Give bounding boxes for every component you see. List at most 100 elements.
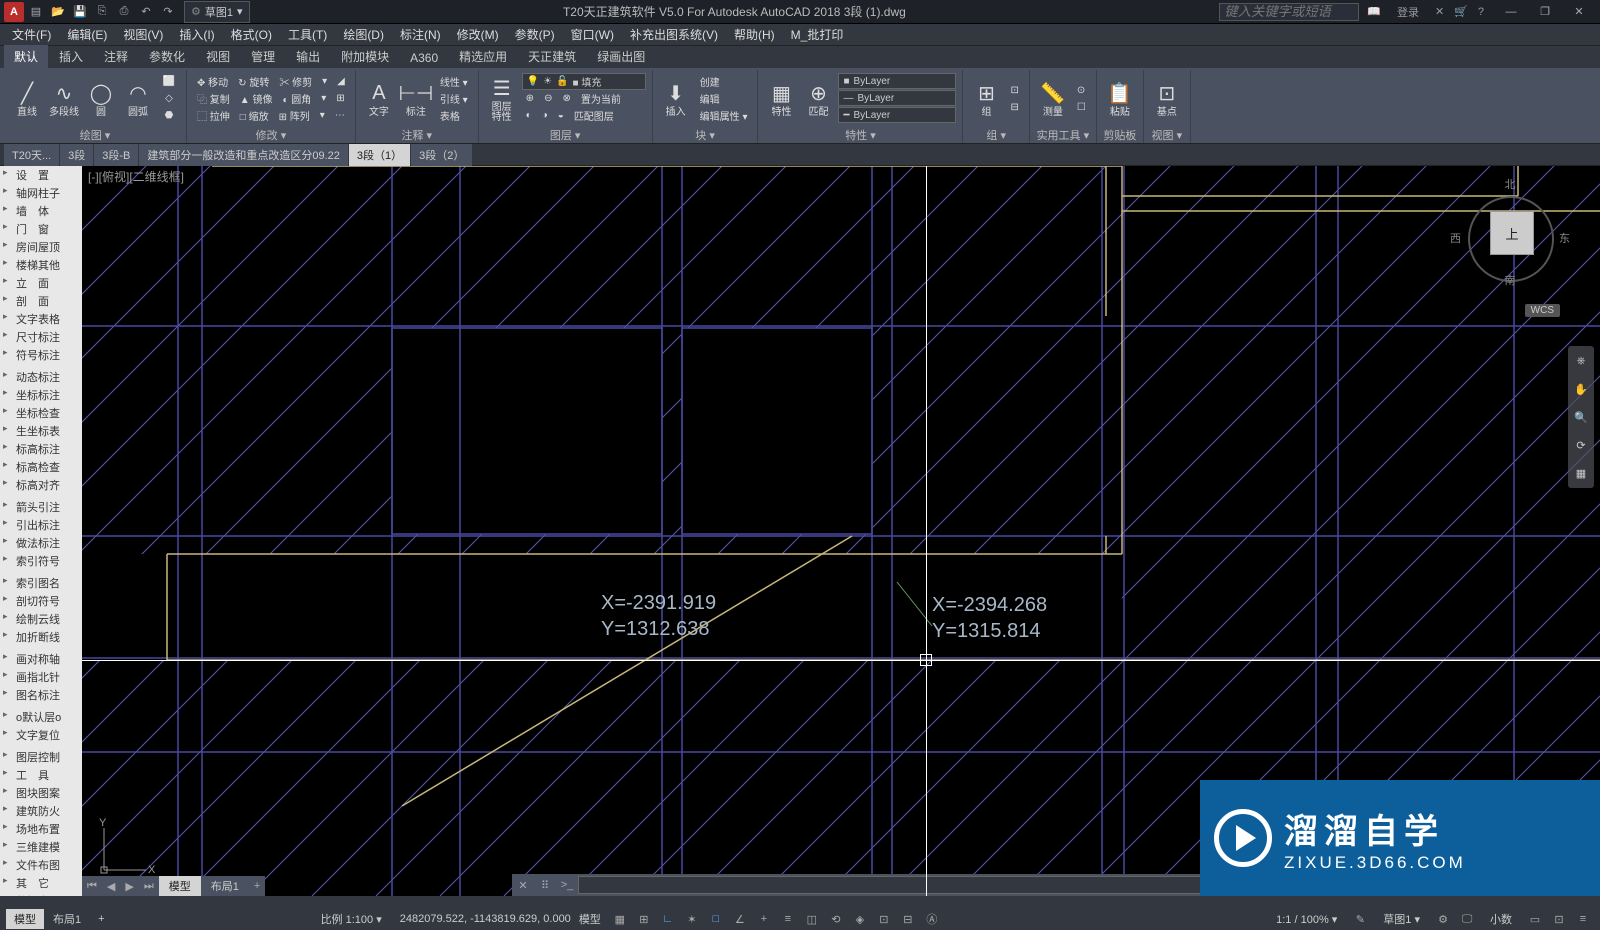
qat-saveas-icon[interactable]: ⎘	[94, 4, 110, 20]
status-add-icon[interactable]: +	[90, 911, 112, 927]
side-panel-item[interactable]: 做法标注	[0, 534, 82, 552]
qat-redo-icon[interactable]: ↷	[160, 4, 176, 20]
viewcube-east[interactable]: 东	[1559, 230, 1570, 246]
lwt-toggle-icon[interactable]: ≡	[777, 910, 799, 928]
edit-attr-button[interactable]: 编辑属性 ▾	[696, 107, 752, 124]
menu-item[interactable]: 标注(N)	[392, 24, 449, 45]
edit-block-button[interactable]: 编辑	[696, 90, 752, 107]
linetype-selector[interactable]: ━ ByLayer	[838, 107, 956, 123]
modify-tool[interactable]: ⋯	[331, 107, 349, 124]
modify-tool[interactable]: ▾	[318, 73, 331, 90]
side-panel-item[interactable]: 尺寸标注	[0, 328, 82, 346]
side-panel-item[interactable]: 引出标注	[0, 516, 82, 534]
qat-save-icon[interactable]: 💾	[72, 4, 88, 20]
ribbon-tab[interactable]: 精选应用	[449, 45, 517, 68]
grid-toggle-icon[interactable]: ▦	[609, 910, 631, 928]
status-clean-icon[interactable]: ⊡	[1548, 910, 1570, 928]
doc-tab[interactable]: 3段-B	[94, 144, 138, 166]
modify-tool[interactable]: ▾	[316, 107, 329, 124]
side-panel-item[interactable]: 动态标注	[0, 368, 82, 386]
menu-item[interactable]: 视图(V)	[115, 24, 171, 45]
side-panel-item[interactable]: 数据中心	[0, 892, 82, 896]
side-panel-item[interactable]: 箭头引注	[0, 498, 82, 516]
modify-tool[interactable]: ▾	[317, 90, 330, 107]
side-panel-item[interactable]: 设 置	[0, 166, 82, 184]
side-panel-item[interactable]: o默认层o	[0, 708, 82, 726]
util-2[interactable]: ☐	[1073, 99, 1090, 116]
modify-tool[interactable]: ✥ 移动	[193, 73, 232, 90]
side-panel-item[interactable]: 墙 体	[0, 202, 82, 220]
side-panel-item[interactable]: 画指北针	[0, 668, 82, 686]
ribbon-tab[interactable]: 绿画出图	[587, 45, 655, 68]
sc-toggle-icon[interactable]: ⊟	[897, 910, 919, 928]
menu-item[interactable]: 工具(T)	[280, 24, 335, 45]
side-panel-item[interactable]: 文字表格	[0, 310, 82, 328]
side-panel-item[interactable]: 文件布图	[0, 856, 82, 874]
doc-tab[interactable]: T20天...	[4, 144, 59, 166]
dimension-button[interactable]: ⊢⊣标注	[399, 77, 433, 120]
cart-icon[interactable]: 🛒	[1454, 5, 1468, 18]
modify-tool[interactable]: ⊞ 阵列	[275, 107, 314, 124]
otrack-toggle-icon[interactable]: ∠	[729, 910, 751, 928]
side-panel-item[interactable]: 剖切符号	[0, 592, 82, 610]
line-button[interactable]: ╱直线	[10, 77, 44, 120]
menu-item[interactable]: 帮助(H)	[726, 24, 783, 45]
leader-button[interactable]: 引线 ▾	[436, 90, 472, 107]
side-panel-item[interactable]: 轴网柱子	[0, 184, 82, 202]
qp-toggle-icon[interactable]: ⊡	[873, 910, 895, 928]
ribbon-tab[interactable]: 默认	[4, 45, 48, 68]
doc-tab[interactable]: 3段（2）	[411, 144, 472, 166]
side-panel-item[interactable]: 立 面	[0, 274, 82, 292]
base-button[interactable]: ⊡基点	[1150, 77, 1184, 120]
table-button[interactable]: 表格	[436, 107, 472, 124]
layer-props-button[interactable]: ☰图层 特性	[485, 72, 519, 125]
layer-tool-3[interactable]: ⊗	[558, 90, 574, 107]
nav-wheel-icon[interactable]: ⎈	[1570, 350, 1592, 372]
ortho-toggle-icon[interactable]: ∟	[657, 910, 679, 928]
nav-zoom-icon[interactable]: 🔍	[1570, 406, 1592, 428]
side-panel-item[interactable]: 标高对齐	[0, 476, 82, 494]
modify-tool[interactable]: ◢	[333, 73, 349, 90]
match-layer-button[interactable]: 匹配图层	[570, 107, 618, 124]
layout-prev-icon[interactable]: ◀	[102, 878, 120, 895]
status-model-tab[interactable]: 模型	[6, 909, 44, 929]
qat-print-icon[interactable]: ⎙	[116, 4, 132, 20]
exchange-icon[interactable]: ✕	[1435, 5, 1444, 18]
modify-tool[interactable]: ▲ 镜像	[236, 90, 277, 107]
menu-item[interactable]: 绘图(D)	[335, 24, 392, 45]
side-panel-item[interactable]: 绘制云线	[0, 610, 82, 628]
doc-tab[interactable]: 建筑部分一般改造和重点改造区分09.22	[139, 144, 348, 166]
side-panel-item[interactable]: 三维建模	[0, 838, 82, 856]
viewcube-west[interactable]: 西	[1450, 230, 1461, 246]
menu-item[interactable]: 窗口(W)	[563, 24, 622, 45]
create-block-button[interactable]: 创建	[696, 73, 752, 90]
login-button[interactable]: 登录	[1391, 4, 1425, 20]
modify-tool[interactable]: ⿻ 复制	[193, 90, 234, 107]
side-panel-item[interactable]: 符号标注	[0, 346, 82, 364]
status-anno[interactable]: 草图1 ▾	[1379, 911, 1424, 927]
side-panel-item[interactable]: 画对称轴	[0, 650, 82, 668]
status-monitor-icon[interactable]: 🖵	[1456, 910, 1478, 928]
layout-add-icon[interactable]: +	[249, 878, 265, 894]
insert-button[interactable]: ⬇插入	[659, 77, 693, 120]
status-custom-icon[interactable]: ≡	[1572, 910, 1594, 928]
linear-dim-button[interactable]: 线性 ▾	[436, 73, 472, 90]
set-current-button[interactable]: 置为当前	[577, 90, 625, 107]
side-panel-item[interactable]: 文字复位	[0, 726, 82, 744]
side-panel-item[interactable]: 图层控制	[0, 748, 82, 766]
props-button[interactable]: ▦特性	[764, 77, 798, 120]
side-panel-item[interactable]: 标高检查	[0, 458, 82, 476]
qat-undo-icon[interactable]: ↶	[138, 4, 154, 20]
draw-small-2[interactable]: ◇	[158, 90, 180, 107]
side-panel-item[interactable]: 标高标注	[0, 440, 82, 458]
nav-showmotion-icon[interactable]: ▦	[1570, 462, 1592, 484]
side-panel-item[interactable]: 坐标标注	[0, 386, 82, 404]
viewcube-north[interactable]: 北	[1505, 176, 1516, 192]
group-tool-1[interactable]: ⊡	[1006, 82, 1022, 99]
ribbon-tab[interactable]: A360	[400, 48, 448, 68]
viewcube-top[interactable]: 上	[1490, 211, 1534, 255]
osnap-toggle-icon[interactable]: □	[705, 910, 727, 928]
qat-open-icon[interactable]: 📂	[50, 4, 66, 20]
side-panel-item[interactable]: 剖 面	[0, 292, 82, 310]
modify-tool[interactable]: ↻ 旋转	[234, 73, 273, 90]
